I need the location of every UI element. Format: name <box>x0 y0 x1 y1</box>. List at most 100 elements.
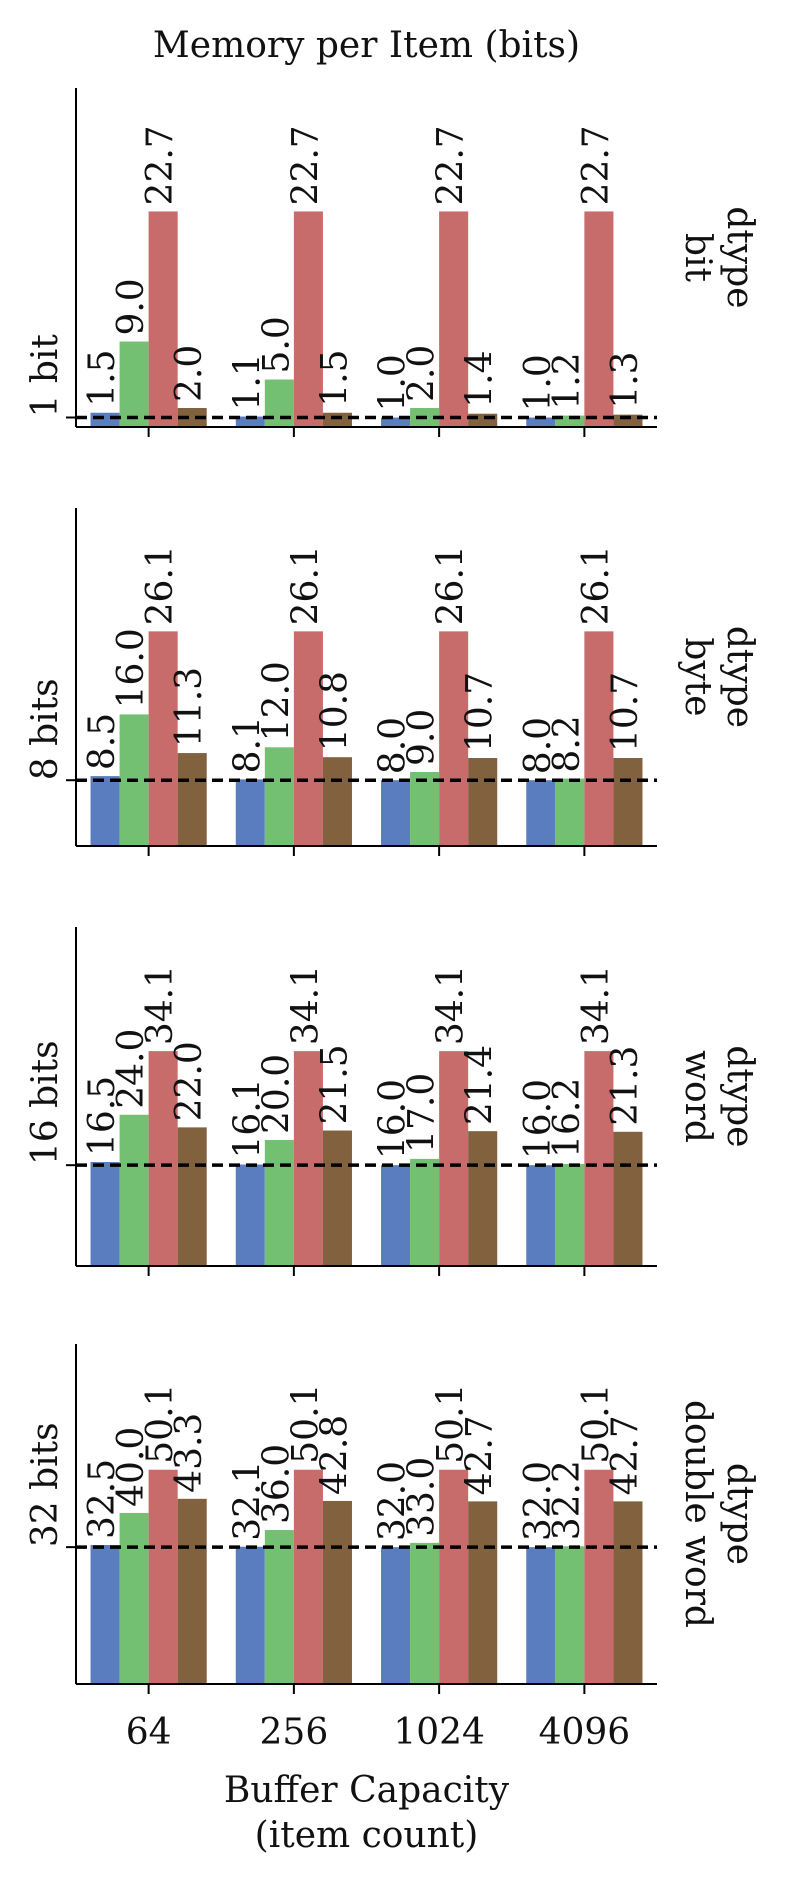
bar <box>293 211 323 427</box>
data-label: 26.1 <box>285 545 326 625</box>
bar <box>177 1127 207 1266</box>
bar <box>264 1530 294 1684</box>
data-label: 42.7 <box>460 1415 501 1495</box>
bar <box>439 1051 469 1266</box>
data-label: 1.1 <box>227 353 268 410</box>
facet-label: bit <box>677 233 718 283</box>
bar <box>526 417 556 427</box>
bar <box>264 1139 294 1266</box>
data-label: 50.1 <box>431 1384 472 1464</box>
bar <box>555 778 585 846</box>
bar <box>322 1130 352 1266</box>
bar <box>555 1546 585 1684</box>
data-label: 9.0 <box>111 278 152 335</box>
data-label: 9.0 <box>402 709 443 766</box>
data-label: 21.3 <box>605 1046 646 1126</box>
bar <box>410 1542 440 1684</box>
bar <box>322 757 352 846</box>
data-label: 22.0 <box>169 1041 210 1121</box>
data-label: 16.1 <box>227 1078 268 1158</box>
bar <box>177 1498 207 1684</box>
bar <box>322 412 352 427</box>
bar <box>468 413 498 427</box>
data-label: 16.5 <box>82 1076 123 1156</box>
bar <box>468 1501 498 1684</box>
bar <box>264 379 294 427</box>
bar <box>381 417 411 427</box>
bar <box>148 211 178 427</box>
data-label: 8.2 <box>547 715 588 772</box>
data-label: 11.3 <box>169 667 210 747</box>
x-tick-label: 64 <box>126 1712 172 1753</box>
bar <box>235 1546 265 1684</box>
data-label: 1.2 <box>547 352 588 409</box>
data-label: 1.0 <box>518 354 559 411</box>
data-label: 8.5 <box>82 713 123 770</box>
data-label: 1.0 <box>373 354 414 411</box>
bar <box>584 631 614 846</box>
data-label: 5.0 <box>256 316 297 373</box>
bar <box>584 211 614 427</box>
facet-label: dtype <box>719 1045 760 1147</box>
bar <box>410 771 440 846</box>
data-label: 1.5 <box>82 349 123 406</box>
facet-label: dtype <box>719 1463 760 1565</box>
data-label: 10.8 <box>314 671 355 751</box>
y-tick-label: 1 bit <box>25 334 66 418</box>
bar <box>177 753 207 846</box>
chart-title: Memory per Item (bits) <box>153 25 580 66</box>
x-tick-label: 1024 <box>393 1712 485 1753</box>
data-label: 50.1 <box>285 1384 326 1464</box>
data-label: 34.1 <box>576 965 617 1045</box>
data-label: 33.0 <box>402 1457 443 1537</box>
bar <box>381 1547 411 1684</box>
bar <box>119 341 149 427</box>
data-label: 32.1 <box>227 1461 268 1541</box>
bar <box>148 1051 178 1266</box>
facet-label: dtype <box>719 626 760 728</box>
data-label: 1.5 <box>314 349 355 406</box>
x-axis-label: (item count) <box>255 1815 479 1856</box>
bar <box>235 1164 265 1266</box>
bar <box>613 1131 643 1266</box>
bar <box>439 211 469 427</box>
bar <box>613 1501 643 1684</box>
facet-label: byte <box>677 637 718 716</box>
data-label: 43.3 <box>169 1413 210 1493</box>
data-label: 20.0 <box>256 1054 297 1134</box>
data-label: 26.1 <box>576 545 617 625</box>
data-label: 1.3 <box>605 351 646 408</box>
bar <box>293 1051 323 1266</box>
bar <box>584 1051 614 1266</box>
bar <box>293 1469 323 1684</box>
data-label: 22.7 <box>285 125 326 205</box>
data-label: 32.2 <box>547 1460 588 1540</box>
bar <box>177 408 207 427</box>
data-label: 42.7 <box>605 1415 646 1495</box>
data-label: 21.5 <box>314 1044 355 1124</box>
data-label: 36.0 <box>256 1444 297 1524</box>
bar <box>468 1131 498 1266</box>
data-label: 2.0 <box>169 345 210 402</box>
bar <box>235 779 265 846</box>
facet-label: dtype <box>719 206 760 308</box>
bar <box>381 1165 411 1266</box>
data-label: 17.0 <box>402 1073 443 1153</box>
facet-label: word <box>677 1050 718 1143</box>
bar <box>119 1114 149 1266</box>
data-label: 26.1 <box>431 545 472 625</box>
y-tick-label: 8 bits <box>25 678 66 780</box>
data-label: 22.7 <box>140 125 181 205</box>
data-label: 8.0 <box>373 717 414 774</box>
bar <box>264 747 294 846</box>
x-tick-label: 256 <box>260 1712 329 1753</box>
data-label: 50.1 <box>140 1384 181 1464</box>
bar <box>119 1512 149 1684</box>
bar <box>90 1545 120 1684</box>
data-label: 10.7 <box>460 672 501 752</box>
data-label: 32.0 <box>373 1461 414 1541</box>
y-tick-label: 16 bits <box>25 1040 66 1165</box>
bar <box>584 1469 614 1684</box>
data-label: 34.1 <box>285 965 326 1045</box>
